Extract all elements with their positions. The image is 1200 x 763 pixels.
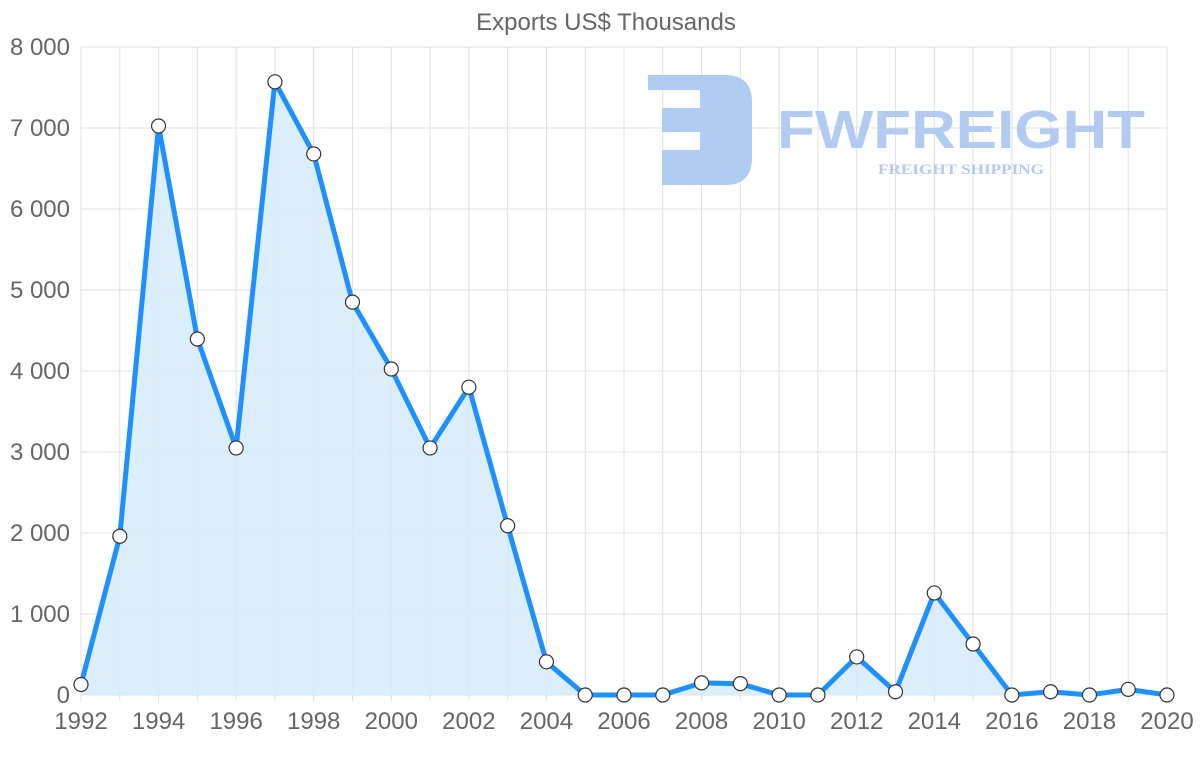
data-point[interactable] [228,440,244,456]
data-point[interactable] [538,654,555,670]
data-point[interactable] [306,146,322,162]
y-tick-label: 2 000 [10,520,70,547]
data-point[interactable] [965,636,981,652]
data-point[interactable] [655,687,671,703]
y-tick-label: 7 000 [10,115,70,142]
watermark-tagline: FREIGHT SHIPPING [878,162,1044,178]
y-tick-label: 4 000 [10,358,70,385]
x-tick-label: 2008 [675,708,728,735]
y-tick-label: 5 000 [10,277,70,304]
x-tick-label: 2014 [908,708,961,735]
x-tick-label: 2018 [1063,708,1116,735]
area-fill [81,81,1167,696]
data-point[interactable] [112,528,128,544]
data-point[interactable] [267,74,283,90]
data-point[interactable] [849,649,865,665]
data-point[interactable] [810,687,826,703]
data-point[interactable] [383,361,399,377]
x-tick-label: 2012 [830,708,883,735]
x-tick-label: 2006 [597,708,650,735]
x-tick-label: 1998 [287,708,340,735]
data-point[interactable] [732,676,748,692]
x-tick-label: 2004 [520,708,573,735]
data-point[interactable] [73,676,89,693]
data-point[interactable] [926,585,942,601]
y-tick-label: 1 000 [10,601,70,628]
data-point[interactable] [693,675,710,691]
fw-logo-icon [648,75,752,185]
x-tick-label: 2020 [1140,708,1193,735]
data-point[interactable] [577,687,593,703]
watermark-brand: FWFREIGHT [777,100,1145,160]
data-point[interactable] [461,379,477,395]
data-point[interactable] [616,687,632,703]
data-point[interactable] [500,518,516,534]
x-tick-label: 1996 [209,708,262,735]
y-tick-label: 0 [57,682,70,709]
x-tick-label: 2010 [752,708,805,735]
data-point[interactable] [344,294,361,310]
y-tick-label: 3 000 [10,439,70,466]
data-point[interactable] [771,687,787,703]
data-point[interactable] [422,440,438,456]
data-point[interactable] [1043,684,1059,700]
x-axis-labels: 1992 1994 1996 1998 2000 2002 2004 2006 2008 2010… [54,708,1193,735]
x-tick-label: 2000 [365,708,418,735]
data-point[interactable] [1004,687,1020,703]
data-point[interactable] [1120,681,1136,697]
y-tick-label: 6 000 [10,196,70,223]
data-point[interactable] [150,118,167,134]
x-tick-label: 1994 [132,708,185,735]
x-tick-label: 2016 [985,708,1038,735]
y-tick-label: 8 000 [10,34,70,61]
data-point[interactable] [1159,687,1175,703]
x-tick-label: 1992 [54,708,107,735]
watermark-logo: FWFREIGHT FREIGHT SHIPPING [648,75,1145,185]
chart-title: Exports US$ Thousands [476,9,736,36]
x-tick-label: 2002 [442,708,495,735]
data-point[interactable] [189,331,205,347]
data-point[interactable] [887,684,904,700]
data-point[interactable] [1081,687,1098,703]
y-axis-labels: 0 1 000 2 000 3 000 4 000 5 000 6 000 7 000 8 00… [10,34,70,709]
data-points [73,74,1175,703]
